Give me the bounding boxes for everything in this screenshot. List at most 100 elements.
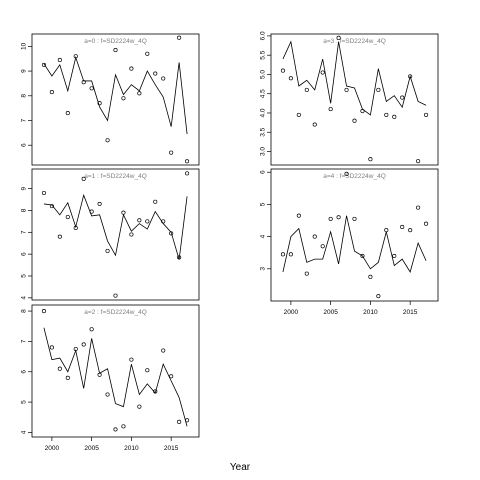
y-tick-label: 5 bbox=[21, 274, 28, 278]
data-point bbox=[73, 225, 78, 231]
data-point bbox=[177, 419, 182, 424]
data-point bbox=[49, 345, 54, 350]
fitted-line bbox=[43, 56, 188, 135]
panel-a0: a=0 : f=SD2224w_4Q 6 7 8 9 10 bbox=[21, 33, 200, 166]
data-point bbox=[424, 112, 429, 117]
data-point bbox=[145, 368, 150, 373]
y-tick-label: 6 bbox=[21, 143, 28, 147]
data-point bbox=[73, 54, 78, 59]
y-tick-label: 6 bbox=[21, 252, 28, 256]
x-tick-label: 2010 bbox=[124, 445, 139, 452]
data-point bbox=[304, 87, 309, 92]
data-point bbox=[360, 109, 365, 114]
data-point bbox=[320, 70, 325, 75]
data-point bbox=[280, 68, 285, 73]
x-axis-label: Year bbox=[230, 462, 251, 473]
data-point bbox=[113, 48, 118, 53]
data-point bbox=[41, 309, 46, 314]
data-point bbox=[73, 346, 78, 352]
data-point bbox=[296, 213, 301, 218]
data-point bbox=[65, 375, 70, 380]
data-point bbox=[161, 76, 166, 81]
data-point bbox=[145, 219, 150, 224]
data-point bbox=[113, 427, 118, 432]
data-point bbox=[416, 159, 421, 164]
data-point bbox=[97, 372, 102, 377]
fitted-line bbox=[282, 40, 427, 116]
panel-title: a=3 : f=SD2224w_4Q bbox=[323, 38, 386, 45]
y-tick-label: 3.0 bbox=[260, 147, 267, 156]
data-point bbox=[129, 357, 134, 362]
y-tick-label: 9 bbox=[21, 186, 28, 190]
data-point bbox=[105, 248, 110, 253]
data-point bbox=[376, 294, 381, 299]
data-point bbox=[81, 176, 86, 181]
data-point bbox=[129, 66, 134, 71]
data-point bbox=[185, 418, 190, 423]
x-tick-label: 2015 bbox=[403, 309, 418, 316]
data-point bbox=[81, 342, 86, 347]
data-point bbox=[89, 86, 94, 91]
data-point bbox=[169, 150, 174, 155]
data-point bbox=[376, 87, 381, 92]
y-tick-label: 3 bbox=[260, 267, 267, 271]
y-tick-label: 5.0 bbox=[260, 70, 267, 79]
y-tick-label: 10 bbox=[21, 42, 28, 50]
data-point bbox=[416, 205, 421, 210]
y-tick-label: 7 bbox=[21, 118, 28, 122]
panel-title: a=4 : f=SD2224w_4Q bbox=[323, 173, 386, 180]
data-point bbox=[360, 253, 365, 258]
x-tick-label: 2005 bbox=[84, 445, 99, 452]
y-tick-label: 8 bbox=[21, 208, 28, 212]
data-point bbox=[49, 204, 54, 209]
data-point bbox=[392, 114, 397, 119]
data-point bbox=[368, 274, 373, 279]
data-point bbox=[121, 96, 126, 101]
data-point bbox=[185, 159, 190, 164]
y-tick-label: 7 bbox=[21, 339, 28, 343]
fitted-line bbox=[43, 193, 188, 260]
y-tick-label: 8 bbox=[21, 309, 28, 313]
data-point bbox=[384, 112, 389, 117]
panel-frame bbox=[31, 304, 200, 438]
data-point bbox=[312, 234, 317, 239]
panel-a4: a=4 : f=SD2224w_4Q 3 4 5 6 2000 2005 2010 2015 bbox=[260, 168, 439, 316]
data-point bbox=[161, 219, 166, 224]
data-point bbox=[137, 91, 142, 96]
data-point bbox=[384, 228, 389, 233]
data-point bbox=[408, 74, 413, 79]
panel-title: a=0 : f=SD2224w_4Q bbox=[84, 38, 147, 45]
data-point bbox=[177, 255, 182, 260]
data-point bbox=[49, 90, 54, 95]
panel-frame bbox=[31, 33, 200, 166]
data-point bbox=[41, 190, 46, 196]
y-tick-label: 4 bbox=[260, 234, 267, 238]
data-point bbox=[296, 112, 301, 117]
data-point bbox=[153, 199, 158, 204]
data-point bbox=[312, 122, 317, 127]
data-point bbox=[328, 107, 333, 112]
y-tick-label: 6 bbox=[260, 170, 267, 174]
y-tick-label: 3.5 bbox=[260, 127, 267, 136]
data-point bbox=[137, 404, 142, 409]
data-point bbox=[89, 209, 94, 214]
data-point bbox=[57, 234, 62, 239]
data-point bbox=[153, 389, 158, 394]
y-tick-label: 4 bbox=[21, 296, 28, 300]
data-point bbox=[336, 35, 341, 40]
data-point bbox=[336, 215, 341, 220]
data-point bbox=[121, 210, 126, 215]
x-tick-label: 2010 bbox=[363, 309, 378, 316]
data-point bbox=[304, 271, 309, 276]
data-point bbox=[97, 201, 102, 206]
panel-frame bbox=[31, 168, 200, 301]
data-point bbox=[288, 252, 293, 257]
x-tick-label: 2000 bbox=[45, 445, 60, 452]
data-point bbox=[392, 253, 397, 258]
data-point bbox=[137, 218, 142, 223]
data-point bbox=[89, 327, 94, 332]
y-tick-label: 4.0 bbox=[260, 108, 267, 117]
y-tick-label: 4.5 bbox=[260, 89, 267, 98]
data-point bbox=[105, 138, 110, 143]
